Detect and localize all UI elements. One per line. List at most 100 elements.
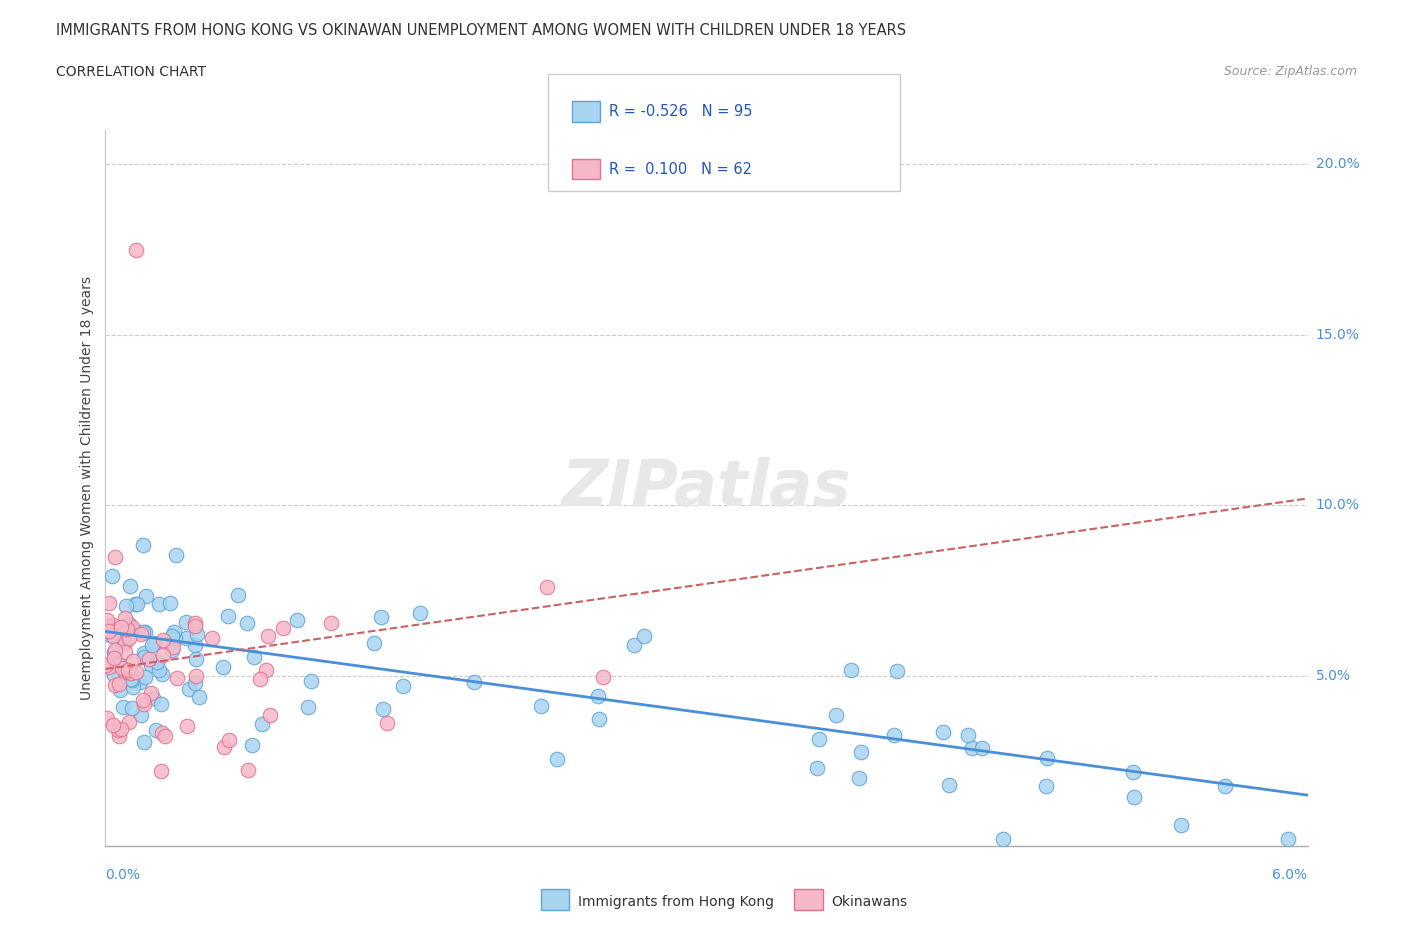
Point — [139, 686, 162, 701]
Point — [134, 697, 156, 711]
Point — [839, 662, 862, 677]
Point — [1035, 778, 1057, 793]
Point — [118, 631, 141, 645]
Point — [132, 693, 155, 708]
Point — [886, 663, 908, 678]
Point — [163, 624, 186, 639]
Point — [121, 700, 143, 715]
Point — [148, 597, 170, 612]
Point — [1122, 765, 1144, 780]
Point — [96, 618, 118, 633]
Text: 10.0%: 10.0% — [1316, 498, 1360, 512]
Point — [132, 735, 155, 750]
Point — [129, 674, 152, 689]
Point — [153, 728, 176, 743]
Point — [120, 671, 142, 686]
Point — [217, 608, 239, 623]
Point — [252, 717, 274, 732]
Point — [118, 578, 141, 593]
Point — [141, 658, 163, 672]
Point — [124, 665, 146, 680]
Point — [226, 588, 249, 603]
Point — [97, 659, 120, 674]
Point — [114, 611, 136, 626]
Point — [848, 771, 870, 786]
Point — [142, 690, 165, 705]
Point — [214, 739, 236, 754]
Point — [117, 662, 139, 677]
Point — [183, 638, 205, 653]
Point — [160, 629, 183, 644]
Point — [1277, 831, 1299, 846]
Text: Immigrants from Hong Kong: Immigrants from Hong Kong — [578, 895, 773, 910]
Point — [370, 609, 392, 624]
Point — [530, 698, 553, 713]
Text: IMMIGRANTS FROM HONG KONG VS OKINAWAN UNEMPLOYMENT AMONG WOMEN WITH CHILDREN UND: IMMIGRANTS FROM HONG KONG VS OKINAWAN UN… — [56, 23, 907, 38]
Point — [932, 724, 955, 739]
Point — [96, 613, 118, 628]
Point — [135, 589, 157, 604]
Point — [124, 242, 146, 257]
Point — [184, 675, 207, 690]
Point — [592, 670, 614, 684]
Point — [132, 624, 155, 639]
Point — [107, 723, 129, 737]
Point — [150, 666, 173, 681]
Text: 6.0%: 6.0% — [1272, 868, 1308, 882]
Point — [972, 741, 994, 756]
Text: Source: ZipAtlas.com: Source: ZipAtlas.com — [1223, 65, 1357, 78]
Point — [299, 673, 322, 688]
Point — [134, 624, 156, 639]
Point — [162, 640, 184, 655]
Text: CORRELATION CHART: CORRELATION CHART — [56, 65, 207, 79]
Point — [177, 682, 200, 697]
Point — [536, 579, 558, 594]
Point — [98, 627, 121, 642]
Point — [297, 699, 319, 714]
Point — [546, 751, 568, 766]
Point — [257, 629, 280, 644]
Text: 5.0%: 5.0% — [1316, 669, 1351, 683]
Point — [104, 643, 127, 658]
Point — [103, 667, 125, 682]
Point — [138, 652, 160, 667]
Point — [112, 634, 135, 649]
Point — [101, 628, 124, 643]
Point — [112, 699, 135, 714]
Point — [184, 616, 207, 631]
Point — [960, 741, 983, 756]
Point — [134, 650, 156, 665]
Point — [319, 616, 342, 631]
Point — [114, 645, 136, 660]
Text: 15.0%: 15.0% — [1316, 327, 1360, 342]
Point — [808, 732, 831, 747]
Point — [132, 538, 155, 552]
Point — [188, 689, 211, 704]
Text: R =  0.100   N = 62: R = 0.100 N = 62 — [609, 162, 752, 177]
Point — [165, 631, 187, 645]
Point — [150, 764, 173, 779]
Text: Okinawans: Okinawans — [831, 895, 907, 910]
Point — [117, 664, 139, 679]
Point — [240, 737, 263, 752]
Point — [134, 645, 156, 660]
Point — [120, 666, 142, 681]
Point — [103, 644, 125, 659]
Point — [218, 733, 240, 748]
Point — [285, 613, 308, 628]
Text: 0.0%: 0.0% — [105, 868, 141, 882]
Point — [1036, 751, 1059, 765]
Point — [623, 637, 645, 652]
Point — [111, 661, 134, 676]
Point — [174, 615, 197, 630]
Point — [152, 648, 174, 663]
Y-axis label: Unemployment Among Women with Children Under 18 years: Unemployment Among Women with Children U… — [80, 276, 94, 700]
Point — [166, 671, 188, 685]
Point — [883, 728, 905, 743]
Point — [115, 621, 138, 636]
Point — [118, 617, 141, 631]
Point — [375, 715, 398, 730]
Point — [110, 722, 132, 737]
Point — [371, 702, 394, 717]
Point — [108, 657, 131, 671]
